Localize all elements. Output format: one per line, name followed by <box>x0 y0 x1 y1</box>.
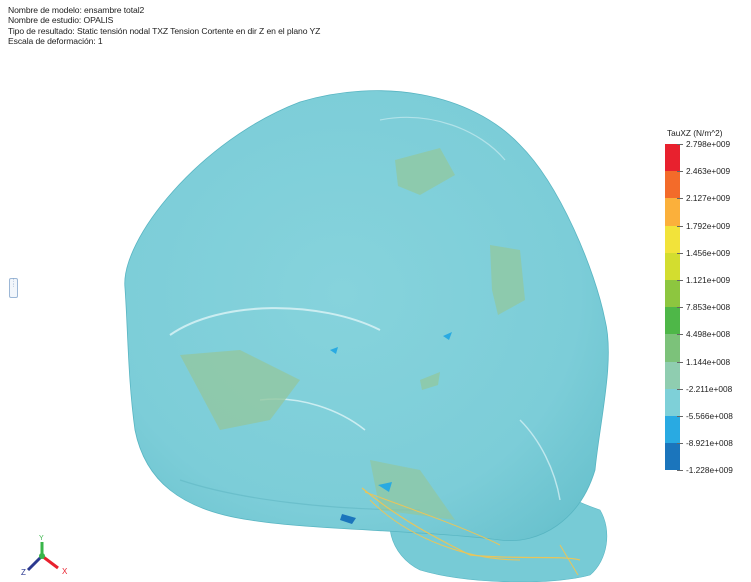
stress-legend: TauXZ (N/m^2) 2.798e+009 2.463e+009 2.127e… <box>661 128 751 568</box>
legend-value: 2.798e+009 <box>686 139 731 149</box>
legend-tick <box>677 307 683 309</box>
model-name-text: Nombre de modelo: ensambre total2 <box>8 5 145 15</box>
legend-swatch <box>665 171 680 199</box>
legend-tick <box>677 198 683 200</box>
legend-tick <box>677 144 683 145</box>
legend-tick <box>677 443 683 445</box>
triad-z-axis <box>26 554 44 572</box>
legend-tick <box>677 416 683 417</box>
legend-swatch <box>665 307 680 335</box>
legend-value: 7.853e+008 <box>686 302 731 313</box>
legend-tick <box>677 171 683 173</box>
study-name-text: Nombre de estudio: OPALIS <box>8 15 114 26</box>
legend-tick <box>677 361 683 363</box>
triad-z-label: Z <box>21 568 26 576</box>
legend-title: TauXZ (N/m^2) <box>667 128 723 138</box>
legend-value: 4.498e+008 <box>686 329 731 340</box>
legend-tick <box>677 388 683 390</box>
legend-value: -5.566e+008 <box>686 411 733 421</box>
legend-value: 1.456e+009 <box>686 247 731 258</box>
legend-swatch <box>665 198 680 226</box>
triad-origin <box>39 553 45 559</box>
triad-x-label: X <box>62 567 68 576</box>
legend-tick <box>677 252 683 254</box>
triad-x-axis <box>41 554 59 570</box>
orientation-triad: Z X Y <box>21 535 68 576</box>
part-body[interactable] <box>124 90 609 582</box>
legend-value: 2.463e+009 <box>686 166 731 177</box>
legend-swatch <box>665 334 680 362</box>
legend-value: -1.228e+009 <box>686 465 733 476</box>
legend-tick <box>677 334 683 336</box>
deformation-scale-text: Escala de deformación: 1 <box>8 36 103 47</box>
panel-collapse-handle[interactable]: ⁝ ⁝ <box>9 278 18 298</box>
legend-tick <box>677 280 683 281</box>
legend-value: 1.121e+009 <box>686 275 731 285</box>
legend-colorbar: 2.798e+009 2.463e+009 2.127e+009 1.792e+009… <box>661 139 733 496</box>
legend-value: 2.127e+009 <box>686 193 731 204</box>
legend-swatch <box>665 280 680 308</box>
legend-swatch <box>665 443 680 471</box>
triad-y-label: Y <box>39 535 44 542</box>
legend-swatch <box>665 225 680 253</box>
legend-swatch <box>665 144 680 172</box>
legend-tick <box>677 470 683 472</box>
legend-swatch <box>665 416 680 444</box>
legend-swatch <box>665 361 680 389</box>
legend-swatch <box>665 252 680 280</box>
legend-value: 1.144e+008 <box>686 356 731 367</box>
legend-value: -8.921e+008 <box>686 438 733 449</box>
legend-value: -2.211e+008 <box>686 383 733 394</box>
study-header: Nombre de modelo: ensambre total2 Nombre… <box>8 5 320 47</box>
result-type-text: Tipo de resultado: Static tensión nodal … <box>8 25 321 36</box>
legend-value: 1.792e+009 <box>686 220 731 231</box>
legend-swatch <box>665 388 680 416</box>
legend-tick <box>677 225 683 227</box>
